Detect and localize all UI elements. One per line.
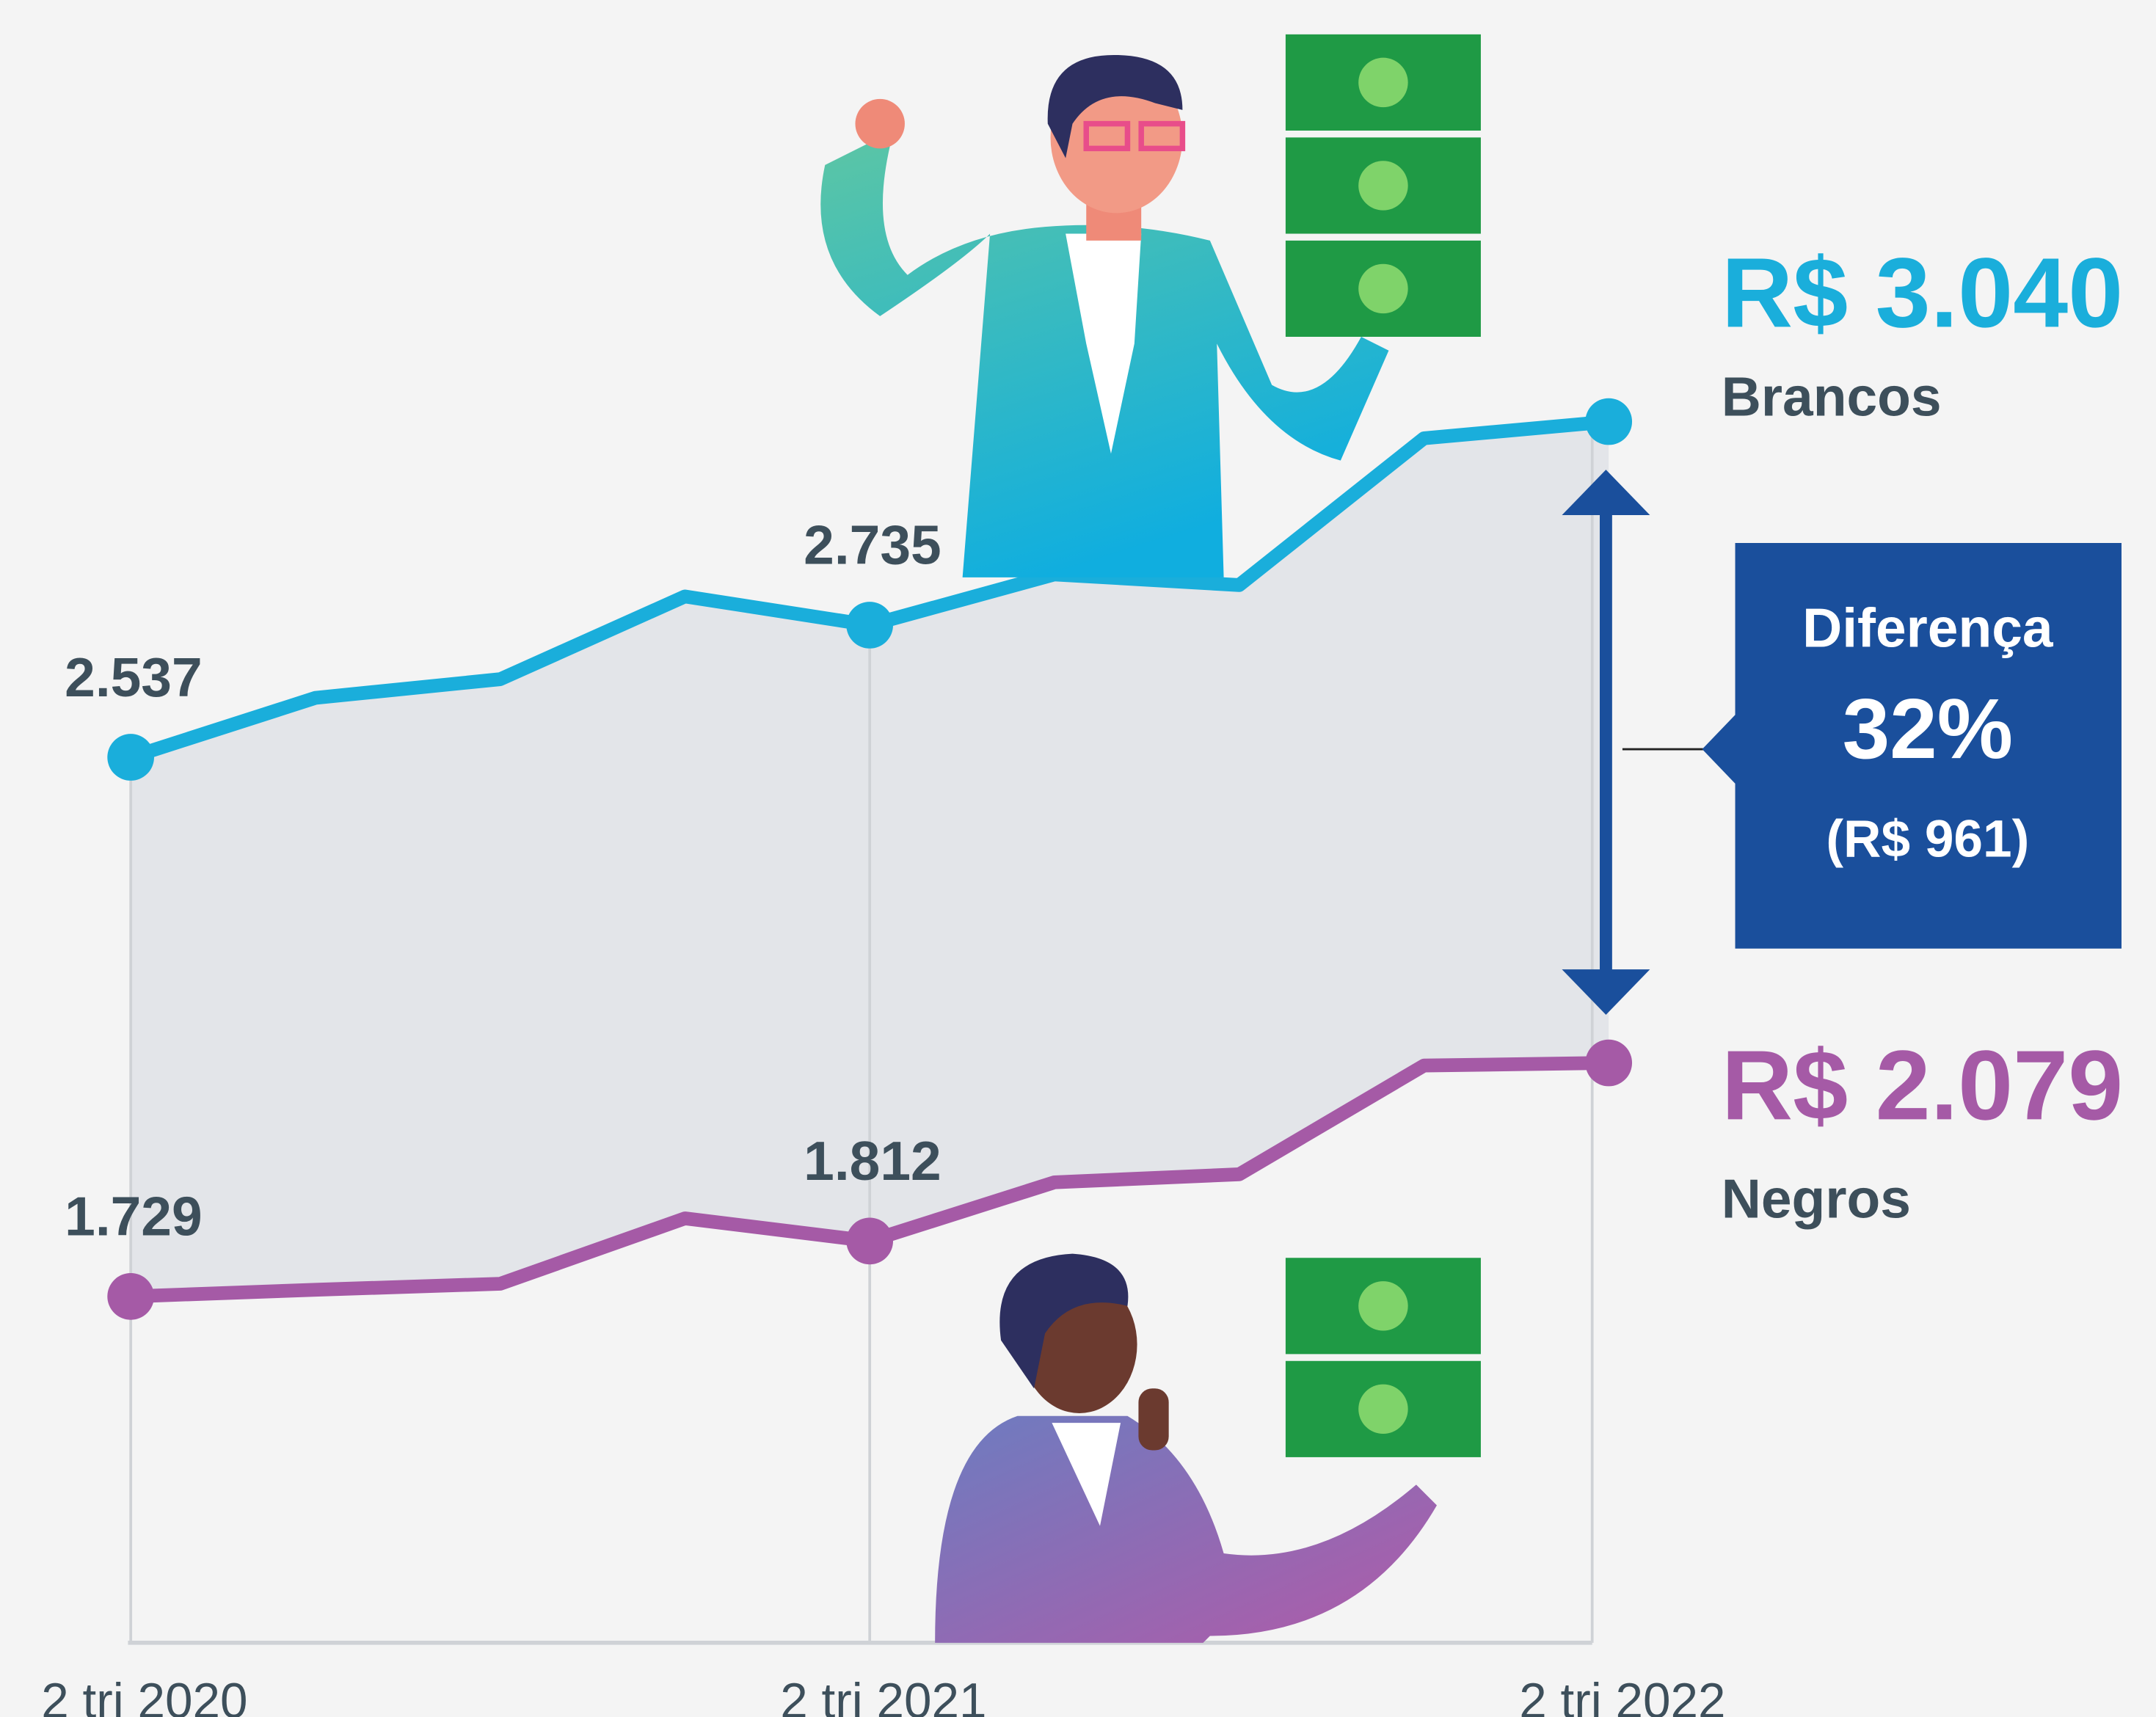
point (107, 734, 154, 781)
point (1585, 398, 1632, 445)
annotation-value: 32% (1843, 681, 2013, 776)
end-label: R$ 3.040 (1722, 237, 2123, 348)
point (107, 1273, 154, 1320)
point (846, 1218, 893, 1265)
end-label: R$ 2.079 (1722, 1029, 2123, 1140)
chart: 2 tri 2020 2 tri 2021 2 tri 2022 2.537 2.735… (0, 0, 2156, 1717)
annotation-title: Diferença (1802, 597, 2054, 659)
value-label: 1.729 (65, 1186, 203, 1247)
value-label: 1.812 (804, 1130, 942, 1192)
value-label: 2.735 (804, 514, 942, 576)
legend-label: Negros (1722, 1167, 1911, 1229)
value-label: 2.537 (65, 646, 203, 708)
legend-label: Brancos (1722, 365, 1942, 427)
point (1585, 1040, 1632, 1087)
x-tick-label: 2 tri 2021 (780, 1674, 986, 1717)
point (846, 602, 893, 649)
x-tick-label: 2 tri 2022 (1519, 1674, 1725, 1717)
page: 2 tri 2020 2 tri 2021 2 tri 2022 2.537 2.735… (0, 0, 2156, 1717)
annotation-detail: (R$ 961) (1826, 810, 2029, 868)
x-tick-label: 2 tri 2020 (41, 1674, 247, 1717)
